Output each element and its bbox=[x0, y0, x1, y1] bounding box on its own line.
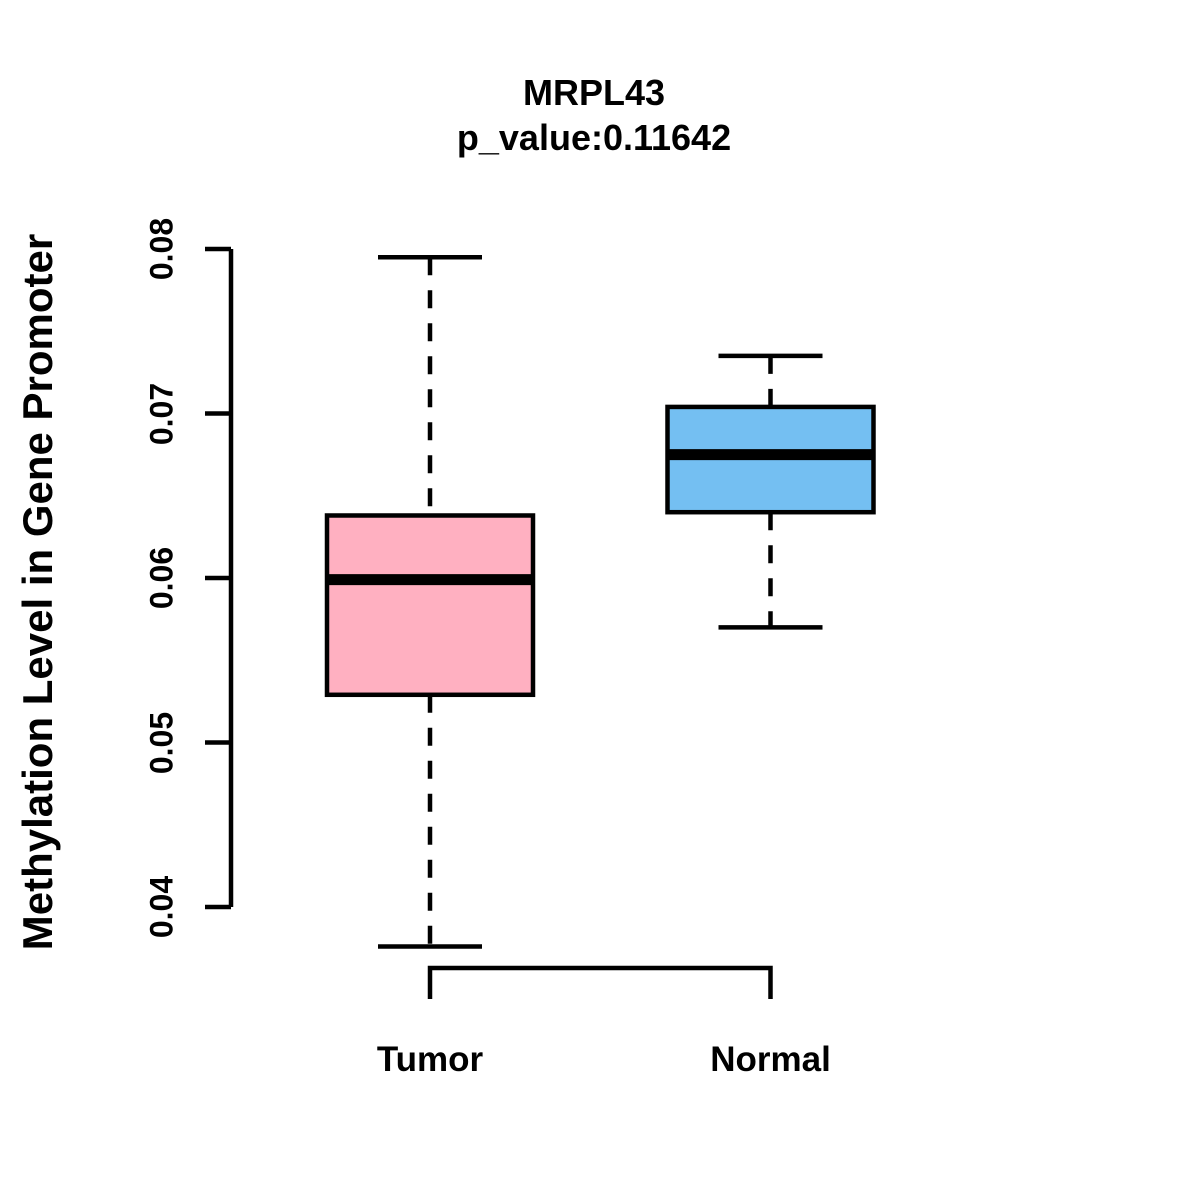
y-tick-label: 0.07 bbox=[143, 382, 180, 445]
x-axis-bracket bbox=[427, 965, 773, 999]
y-tick-label: 0.05 bbox=[143, 711, 180, 774]
box-tumor bbox=[324, 513, 536, 698]
chart-title: MRPL43 bbox=[522, 72, 666, 113]
y-tick-label: 0.06 bbox=[143, 546, 180, 610]
category-label-tumor: Tumor bbox=[376, 1040, 484, 1079]
chart-subtitle: p_value:0.11642 bbox=[456, 117, 732, 158]
y-tick-label: 0.08 bbox=[143, 217, 180, 281]
y-tick-label: 0.04 bbox=[143, 875, 180, 939]
category-label-normal: Normal bbox=[710, 1040, 831, 1079]
